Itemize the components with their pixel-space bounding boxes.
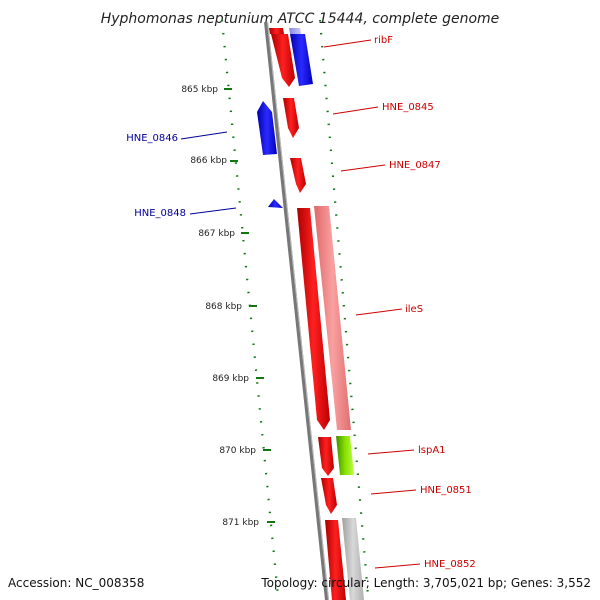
- gene-label-HNE-0848[interactable]: HNE_0848: [134, 208, 186, 219]
- gene-label-HNE-0847[interactable]: HNE_0847: [389, 160, 441, 171]
- gene-label-HNE-0845[interactable]: HNE_0845: [382, 102, 434, 113]
- genome-backbone-highlight: [267, 21, 329, 600]
- lavender-feature-top: [289, 28, 301, 34]
- tick-label: 871 kbp: [222, 518, 259, 528]
- gene-labels: ribF HNE_0845 HNE_0847 ileS lspA1 HNE_08…: [126, 35, 476, 570]
- cds-HNE-0846: [257, 101, 277, 155]
- leader-line-HNE-0846: [180, 131, 228, 140]
- cds-HNE-0845: [283, 98, 299, 138]
- tick-label: 869 kbp: [212, 374, 249, 384]
- cds-HNE-0852: [325, 520, 346, 600]
- inner-tick-dots: [220, 19, 280, 597]
- cds-ileS: [297, 208, 330, 430]
- leader-line-HNE-0851: [370, 489, 417, 495]
- leader-line-ribF: [323, 39, 372, 48]
- outer-tick-dots: [318, 19, 370, 597]
- kbp-ticks: 865 kbp 866 kbp 867 kbp 868 kbp 869 kbp …: [181, 85, 275, 528]
- gene-label-HNE-0846[interactable]: HNE_0846: [126, 133, 178, 144]
- genome-backbone: [264, 21, 329, 600]
- accession-text: Accession: NC_008358: [8, 576, 144, 590]
- leader-lines: [180, 39, 421, 569]
- leader-line-HNE-0848: [189, 207, 237, 215]
- gene-label-HNE-0851[interactable]: HNE_0851: [420, 485, 472, 496]
- cds-lspA1: [318, 437, 334, 476]
- leader-line-ileS: [355, 308, 403, 316]
- tick-label: 870 kbp: [219, 446, 256, 456]
- leader-line-lspA1: [367, 449, 415, 455]
- cds-HNE-0851: [321, 478, 337, 514]
- partial-red-cds-top: [269, 28, 284, 34]
- cds-ribF: [271, 34, 295, 87]
- map-title: Hyphomonas neptunium ATCC 15444, complet…: [101, 11, 500, 27]
- tick-label: 866 kbp: [190, 156, 227, 166]
- cds-lspA1-green: [336, 436, 354, 475]
- leader-line-HNE-0852: [374, 563, 421, 569]
- gene-label-HNE-0852[interactable]: HNE_0852: [424, 559, 476, 570]
- gene-label-lspA1[interactable]: lspA1: [418, 445, 446, 456]
- leader-line-HNE-0845: [332, 106, 379, 115]
- tick-label: 865 kbp: [181, 85, 218, 95]
- cds-HNE-0852-gray: [342, 518, 364, 600]
- cds-HNE-0848: [268, 199, 283, 208]
- cds-HNE-0847: [290, 158, 306, 193]
- cds-ileS-pink: [314, 206, 351, 430]
- gene-label-ileS[interactable]: ileS: [405, 304, 423, 315]
- ribF-blue-feature: [290, 34, 313, 86]
- gene-label-ribF[interactable]: ribF: [374, 35, 393, 46]
- topology-text: Topology: circular; Length: 3,705,021 bp…: [260, 576, 591, 590]
- leader-line-HNE-0847: [340, 164, 386, 172]
- tick-label: 868 kbp: [205, 302, 242, 312]
- tick-label: 867 kbp: [198, 229, 235, 239]
